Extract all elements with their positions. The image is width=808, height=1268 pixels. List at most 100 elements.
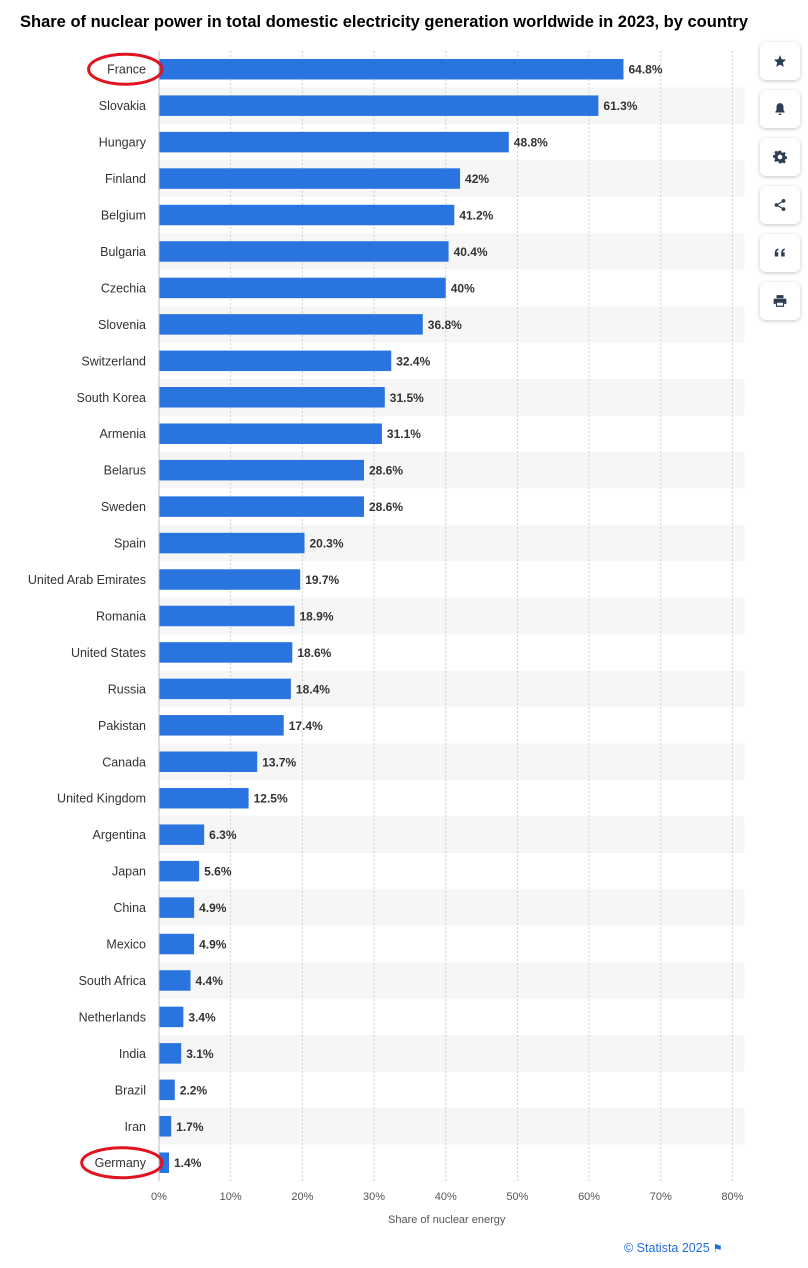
category-label: Canada	[102, 755, 146, 769]
x-tick-label: 10%	[220, 1191, 242, 1203]
bar-united-arab-emirates[interactable]	[159, 569, 301, 590]
value-label: 1.4%	[174, 1156, 202, 1170]
x-tick-label: 40%	[435, 1191, 457, 1203]
value-label: 3.4%	[188, 1010, 216, 1024]
bar-pakistan[interactable]	[159, 715, 284, 736]
value-label: 41.2%	[459, 209, 493, 223]
bar-belgium[interactable]	[159, 204, 455, 226]
bar-united-states[interactable]	[159, 642, 293, 663]
bar-canada[interactable]	[159, 751, 258, 773]
bar-russia[interactable]	[159, 678, 291, 700]
bar-brazil[interactable]	[159, 1079, 175, 1101]
category-label: Belgium	[101, 209, 146, 223]
category-label: Iran	[124, 1120, 146, 1134]
value-label: 48.8%	[514, 136, 548, 150]
category-label: South Korea	[77, 391, 147, 405]
bar-mexico[interactable]	[159, 933, 195, 955]
value-label: 40%	[451, 281, 475, 295]
category-label: Slovenia	[98, 318, 146, 332]
value-label: 19.7%	[305, 573, 339, 587]
bar-hungary[interactable]	[159, 131, 509, 153]
bar-south-africa[interactable]	[159, 970, 191, 991]
value-label: 3.1%	[186, 1047, 214, 1061]
category-label: Brazil	[115, 1083, 146, 1097]
category-label: Switzerland	[81, 354, 146, 368]
category-label: Czechia	[101, 281, 146, 295]
value-label: 2.2%	[180, 1083, 208, 1097]
notify-button[interactable]	[760, 90, 800, 128]
x-tick-label: 50%	[506, 1191, 528, 1203]
value-label: 18.4%	[296, 682, 330, 696]
value-label: 64.8%	[628, 63, 662, 77]
bar-germany[interactable]	[159, 1152, 170, 1173]
value-label: 40.4%	[454, 245, 488, 259]
category-label: India	[119, 1047, 146, 1061]
settings-button[interactable]	[760, 138, 800, 176]
cite-button[interactable]	[760, 234, 800, 272]
bar-united-kingdom[interactable]	[159, 787, 249, 809]
category-label: United States	[71, 646, 146, 660]
print-button[interactable]	[760, 282, 800, 320]
value-label: 4.9%	[199, 901, 227, 915]
bar-spain[interactable]	[159, 532, 305, 554]
bar-sweden[interactable]	[159, 496, 365, 517]
category-label: France	[107, 63, 146, 77]
bar-bulgaria[interactable]	[159, 241, 449, 262]
bar-romania[interactable]	[159, 605, 295, 627]
bar-iran[interactable]	[159, 1116, 172, 1137]
category-label: Spain	[114, 537, 146, 551]
bar-czechia[interactable]	[159, 277, 446, 299]
value-label: 18.6%	[297, 646, 331, 660]
category-label: Pakistan	[98, 719, 146, 733]
bar-japan[interactable]	[159, 860, 200, 882]
bar-netherlands[interactable]	[159, 1006, 184, 1028]
bar-argentina[interactable]	[159, 824, 205, 845]
value-label: 42%	[465, 172, 489, 186]
category-label: China	[113, 901, 146, 915]
bar-china[interactable]	[159, 897, 195, 918]
x-tick-label: 0%	[151, 1191, 167, 1203]
row-stripe	[159, 1108, 745, 1145]
highlight-circle-germany	[80, 1146, 164, 1180]
print-icon	[773, 295, 787, 307]
category-label: South Africa	[79, 974, 146, 988]
value-label: 36.8%	[428, 318, 462, 332]
value-label: 17.4%	[289, 719, 323, 733]
bar-slovenia[interactable]	[159, 314, 423, 335]
bar-slovakia[interactable]	[159, 95, 599, 116]
value-label: 28.6%	[369, 500, 403, 514]
row-stripe	[159, 962, 745, 999]
row-stripe	[159, 816, 745, 853]
x-tick-label: 70%	[650, 1191, 672, 1203]
bar-france[interactable]	[159, 58, 624, 80]
value-label: 31.5%	[390, 391, 424, 405]
share-button[interactable]	[760, 186, 800, 224]
category-label: United Arab Emirates	[28, 573, 146, 587]
value-label: 31.1%	[387, 427, 421, 441]
highlight-circle-france	[87, 52, 164, 86]
bar-finland[interactable]	[159, 168, 461, 189]
value-label: 13.7%	[262, 755, 296, 769]
quote-icon	[774, 248, 785, 257]
x-tick-label: 30%	[363, 1191, 385, 1203]
value-label: 4.9%	[199, 938, 227, 952]
x-tick-label: 20%	[291, 1191, 313, 1203]
bar-switzerland[interactable]	[159, 350, 392, 372]
source-text: © Statista 2025	[624, 1241, 710, 1255]
source-link[interactable]: © Statista 2025 ⚑	[624, 1241, 723, 1255]
bar-india[interactable]	[159, 1043, 182, 1064]
bar-armenia[interactable]	[159, 423, 382, 444]
bar-south-korea[interactable]	[159, 387, 385, 408]
category-label: Armenia	[99, 427, 146, 441]
category-label: Slovakia	[99, 99, 146, 113]
value-label: 18.9%	[299, 609, 333, 623]
gear-icon	[773, 150, 787, 164]
share-icon	[774, 199, 786, 211]
bar-belarus[interactable]	[159, 459, 365, 481]
category-label: United Kingdom	[57, 792, 146, 806]
x-axis-title: Share of nuclear energy	[388, 1214, 506, 1226]
category-label: Netherlands	[79, 1010, 146, 1024]
favorite-button[interactable]	[760, 42, 800, 80]
flag-icon: ⚑	[712, 1243, 723, 1255]
